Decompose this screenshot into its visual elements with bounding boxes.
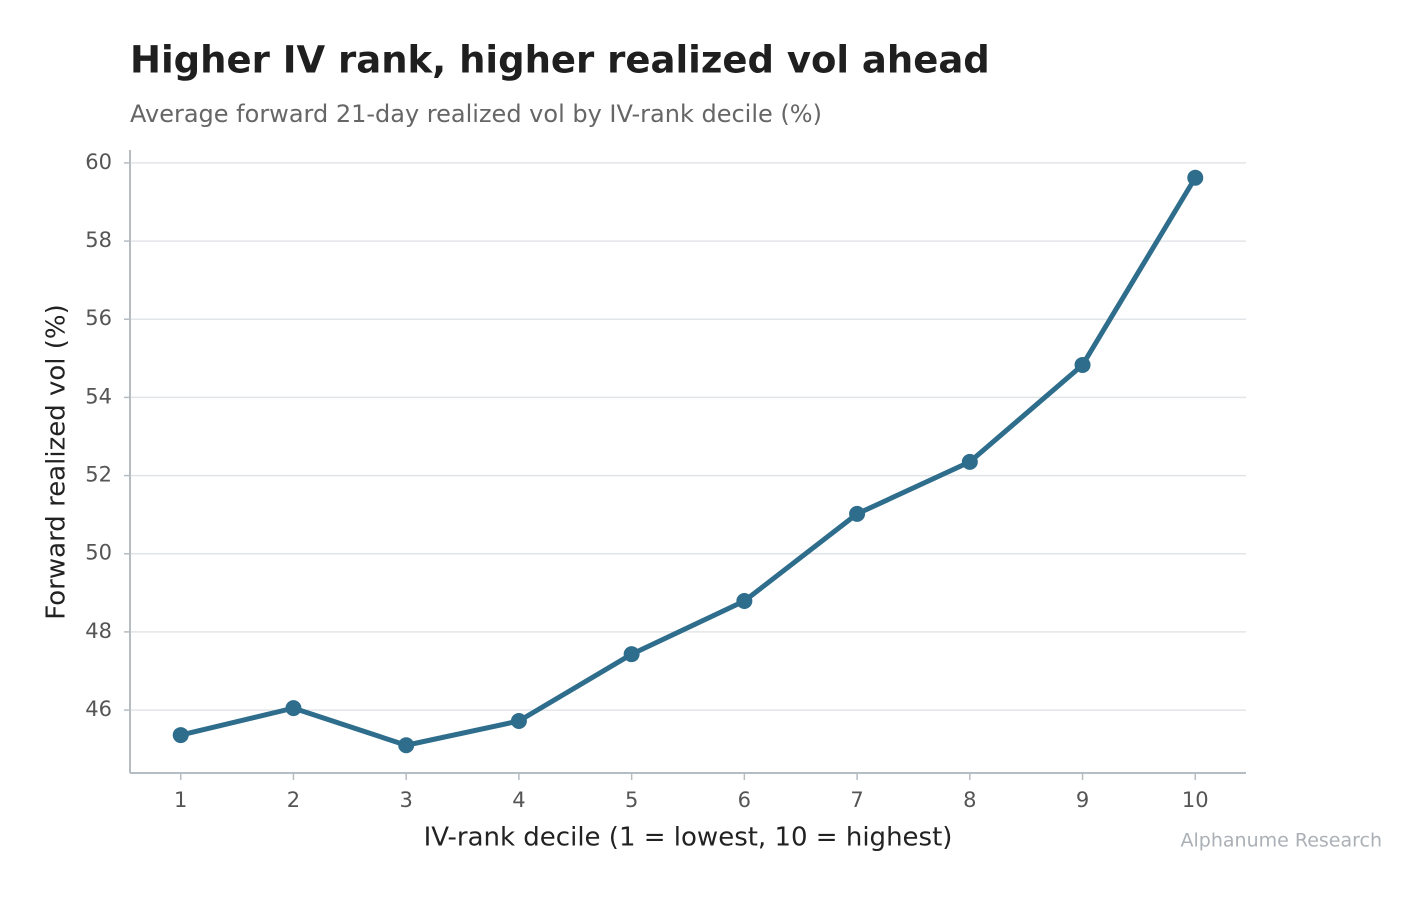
x-tick-label: 8	[963, 788, 976, 812]
x-tick-label: 2	[287, 788, 300, 812]
point	[398, 737, 415, 754]
y-tick-label: 52	[85, 463, 112, 487]
point	[172, 727, 189, 744]
source-note: Alphanume Research	[1181, 830, 1383, 852]
point	[736, 593, 753, 610]
y-tick-label: 46	[85, 697, 112, 721]
x-tick-label: 1	[174, 788, 187, 812]
y-tick-label: 60	[85, 150, 112, 174]
point	[285, 700, 302, 717]
y-tick-label: 58	[85, 228, 112, 252]
x-tick-label: 3	[399, 788, 412, 812]
x-tick-label: 5	[625, 788, 638, 812]
chart-subtitle: Average forward 21-day realized vol by I…	[130, 100, 822, 128]
point	[961, 453, 978, 470]
chart-title: Higher IV rank, higher realized vol ahea…	[130, 39, 990, 82]
point	[849, 505, 866, 522]
x-tick-label: 4	[512, 788, 525, 812]
y-tick-label: 50	[85, 541, 112, 565]
point	[623, 646, 640, 663]
x-tick-label: 9	[1076, 788, 1089, 812]
line	[180, 176, 1198, 748]
x-tick-label: 10	[1182, 788, 1209, 812]
x-tick-label: 7	[850, 788, 863, 812]
x-tick-label: 6	[738, 788, 751, 812]
x-axis-label: IV-rank decile (1 = lowest, 10 = highest…	[424, 823, 953, 853]
y-tick-label: 48	[85, 619, 112, 643]
y-axis-label: Forward realized vol (%)	[42, 304, 72, 620]
point	[510, 713, 527, 730]
y-tick-label: 56	[85, 306, 112, 330]
y-tick-label: 54	[85, 384, 112, 408]
point	[1187, 169, 1204, 186]
point	[1074, 356, 1091, 373]
